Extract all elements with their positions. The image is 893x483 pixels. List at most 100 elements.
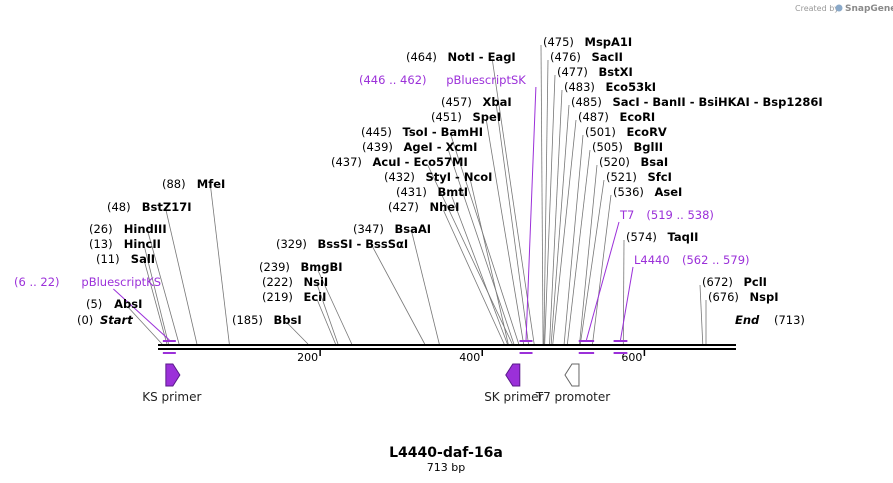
leader-ecori (552, 119, 577, 345)
sk-primer-arrow-icon (505, 363, 521, 387)
primer-bar-top-l4440 (613, 340, 628, 342)
site-pos-bsssi: (329) (276, 237, 307, 251)
site-pos-bglii: (505) (592, 140, 623, 154)
site-name-ecorv: EcoRV (627, 125, 667, 139)
primer-leader-l4440 (619, 266, 634, 341)
site-pos-hincii: (13) (89, 237, 113, 251)
site-pos-nsii: (222) (262, 275, 293, 289)
site-name-mspa1i: MspA1I (585, 35, 633, 49)
site-pos-bsai: (520) (599, 155, 630, 169)
leader-spei (485, 119, 525, 345)
site-name-bsaai: BsaAI (395, 222, 432, 236)
site-pos-acui: (437) (331, 155, 362, 169)
primer-bar-bottom-pbks (162, 352, 176, 354)
leader-noti (491, 59, 535, 345)
start-pos: (0) (77, 313, 93, 327)
credit-brand: SnapGene (845, 4, 893, 14)
site-name-styi: StyI - NcoI (426, 170, 493, 184)
leader-pcli (699, 284, 704, 345)
site-pos-taqii: (574) (626, 230, 657, 244)
site-name-absi: AbsI (114, 297, 142, 311)
snapgene-credit: Created by SnapGene (795, 4, 893, 14)
site-name-ecii: EciI (304, 290, 327, 304)
leader-asei (592, 194, 612, 345)
leader-mfei (210, 186, 230, 345)
snapgene-logo-icon (835, 4, 843, 12)
site-pos-spei: (451) (431, 110, 462, 124)
leader-bstxi (544, 74, 556, 345)
site-pos-bmti: (431) (396, 185, 427, 199)
end-label: End (735, 313, 760, 327)
backbone-strand-top (158, 344, 736, 346)
site-pos-bstxi: (477) (557, 65, 588, 79)
leader-mspa1i (540, 44, 544, 345)
site-pos-ecorv: (501) (585, 125, 616, 139)
site-pos-saci: (485) (571, 95, 602, 109)
site-pos-ecori: (487) (578, 110, 609, 124)
primer-name-l4440: L4440 (634, 253, 670, 267)
ks-primer-arrow-icon (165, 363, 181, 387)
leader-sacii (543, 59, 549, 345)
map-length: 713 bp (427, 461, 465, 474)
primer-leader-t7 (585, 221, 620, 341)
site-name-ecori: EcoRI (620, 110, 656, 124)
primer-binding-bars (162, 340, 628, 354)
tick-label: 200 (297, 351, 318, 364)
site-name-bstxi: BstXI (599, 65, 633, 79)
site-name-bstz17i: BstZ17I (142, 200, 192, 214)
site-pos-sfci: (521) (606, 170, 637, 184)
site-pos-asei: (536) (613, 185, 644, 199)
site-pos-pcli: (672) (702, 275, 733, 289)
site-name-bglii: BglII (634, 140, 664, 154)
sk-primer-label: SK primer (484, 390, 543, 404)
leader-bsaai (411, 231, 440, 345)
site-name-sali: SalI (131, 252, 155, 266)
site-pos-hindiii: (26) (89, 222, 113, 236)
primer-leader-pbsk (525, 86, 537, 341)
leader-taqii (622, 239, 625, 345)
site-name-bmgbi: BmgBI (301, 260, 343, 274)
t7-promoter-label: T7 promoter (535, 390, 611, 404)
map-title: L4440-daf-16a (389, 445, 503, 461)
primer-bar-bottom-t7 (578, 352, 595, 354)
site-pos-bbsi: (185) (232, 313, 263, 327)
primer-range-pbsk: (446 .. 462) (359, 73, 427, 87)
primer-range-pbks: (6 .. 22) (14, 275, 60, 289)
leader-sali (144, 261, 168, 345)
leader-ecii (316, 299, 336, 345)
primer-bar-top-pbks (162, 340, 176, 342)
site-pos-tsoi: (445) (361, 125, 392, 139)
primer-leader-pbks (113, 288, 170, 341)
site-name-eco53ki: Eco53kI (606, 80, 657, 94)
site-name-sfci: SfcI (648, 170, 672, 184)
primer-bar-top-pbsk (519, 340, 533, 342)
site-pos-agei: (439) (362, 140, 393, 154)
site-name-nspi: NspI (750, 290, 779, 304)
ks-primer-label: KS primer (142, 390, 201, 404)
site-name-tsoi: TsoI - BamHI (403, 125, 484, 139)
site-name-nsii: NsiI (304, 275, 329, 289)
primer-bar-bottom-l4440 (613, 352, 628, 354)
primer-range-t7: (519 .. 538) (646, 208, 714, 222)
t7-promoter-arrow-icon (564, 363, 580, 387)
site-pos-xbai: (457) (441, 95, 472, 109)
leader-agei (447, 149, 515, 345)
site-name-bsai: BsaI (641, 155, 669, 169)
leader-bsssi (372, 246, 426, 345)
site-name-taqii: TaqII (668, 230, 699, 244)
site-name-acui: AcuI - Eco57MI (373, 155, 468, 169)
site-name-xbai: XbaI (483, 95, 512, 109)
site-pos-sacii: (476) (550, 50, 581, 64)
site-pos-mfei: (88) (162, 177, 186, 191)
site-name-bsssi: BssSI - BssSαI (318, 237, 409, 251)
leader-absi (127, 306, 163, 345)
sequence-backbone (158, 344, 736, 350)
site-name-noti: NotI - EagI (448, 50, 516, 64)
leader-hincii (144, 246, 169, 345)
primer-bar-bottom-pbsk (519, 352, 533, 354)
site-name-mfei: MfeI (197, 177, 226, 191)
end-pos: (713) (774, 313, 805, 327)
site-name-asei: AseI (655, 185, 683, 199)
